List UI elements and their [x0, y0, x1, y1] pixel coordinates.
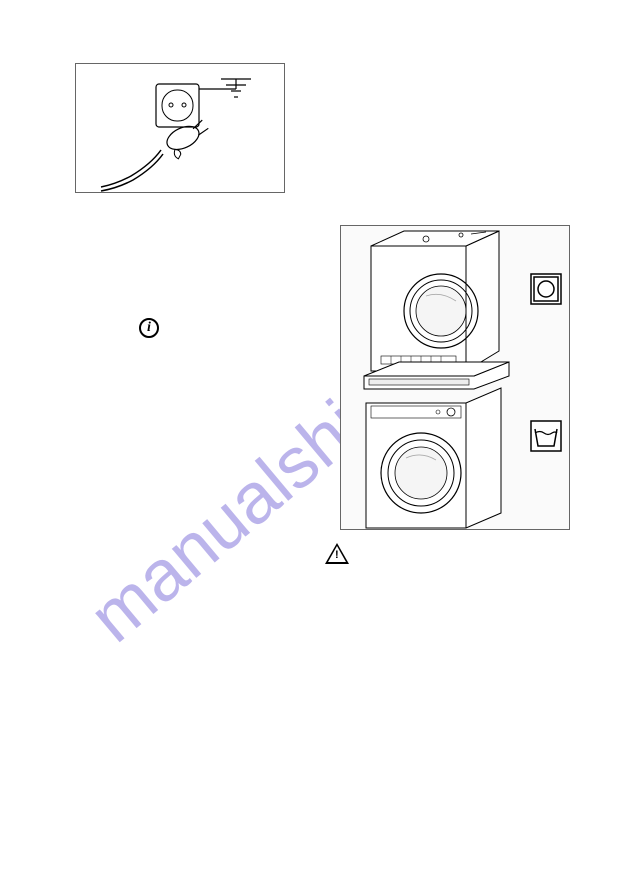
warning-icon: !: [325, 543, 349, 564]
dryer-unit: [371, 231, 499, 371]
electrical-plug-diagram: [75, 63, 285, 193]
appliance-svg: [341, 226, 571, 531]
warning-symbol: !: [335, 549, 339, 561]
plug-svg: [76, 64, 286, 194]
wash-symbol-icon: [531, 421, 561, 451]
info-symbol: i: [147, 320, 151, 336]
info-icon: i: [139, 318, 159, 338]
appliance-stacking-diagram: [340, 225, 570, 530]
washer-unit: [366, 388, 501, 528]
dryer-symbol-icon: [531, 274, 561, 304]
